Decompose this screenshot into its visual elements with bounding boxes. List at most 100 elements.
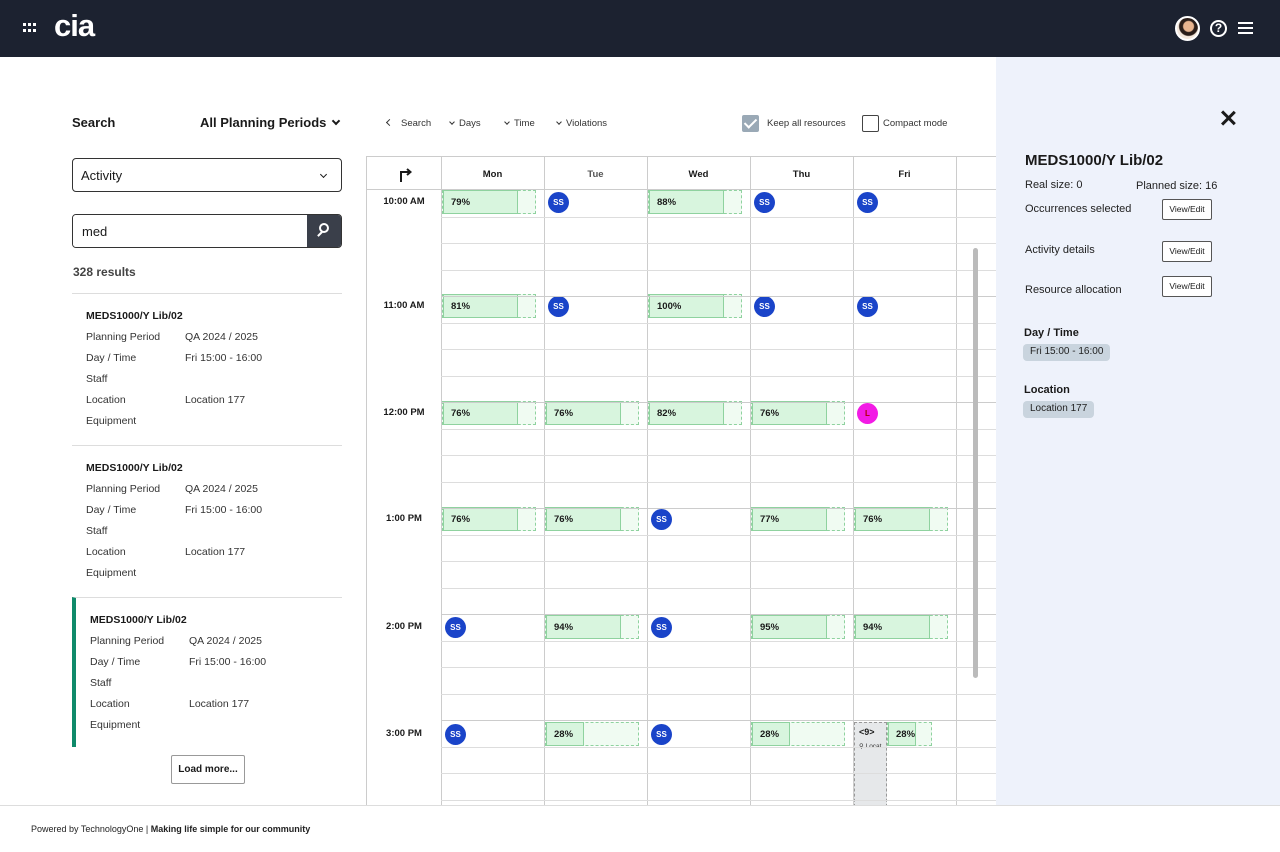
lecturer-badge[interactable]: L: [857, 403, 878, 424]
staff-badge[interactable]: SS: [548, 296, 569, 317]
occupancy-block[interactable]: 77%: [751, 507, 845, 531]
occupancy-block[interactable]: 94%: [854, 615, 948, 639]
grid-row-line: [441, 694, 996, 695]
load-more-button[interactable]: Load more...: [171, 755, 245, 784]
occupancy-block[interactable]: 28%: [887, 722, 932, 746]
occupancy-percent: 94%: [855, 615, 930, 639]
grid-row-line: [441, 747, 996, 748]
result-field-value: QA 2024 / 2025: [185, 483, 258, 495]
day-header[interactable]: Tue: [587, 169, 604, 180]
occupancy-percent: 76%: [546, 507, 621, 531]
occupancy-block[interactable]: 28%: [545, 722, 639, 746]
close-icon[interactable]: [1220, 110, 1236, 126]
avatar[interactable]: [1175, 16, 1200, 41]
activity-select[interactable]: Activity: [72, 158, 342, 192]
time-filter[interactable]: Time: [504, 118, 535, 129]
activity-details-view-edit-button[interactable]: View/Edit: [1162, 241, 1212, 262]
occupancy-block[interactable]: 76%: [545, 401, 639, 425]
footer-text: Powered by TechnologyOne | Making life s…: [31, 824, 310, 834]
grid-column-line: [544, 157, 545, 806]
search-button[interactable]: [307, 215, 341, 247]
logo[interactable]: cia: [54, 8, 95, 43]
result-card[interactable]: MEDS1000/Y Lib/02 Planning Period QA 2024 …: [72, 597, 342, 747]
result-field-label: Day / Time: [86, 352, 137, 364]
occupancy-percent: 95%: [752, 615, 827, 639]
resource-allocation-view-edit-button[interactable]: View/Edit: [1162, 276, 1212, 297]
occupancy-block[interactable]: 94%: [545, 615, 639, 639]
occupancy-block[interactable]: 76%: [751, 401, 845, 425]
occupancy-percent: 77%: [752, 507, 827, 531]
staff-badge[interactable]: SS: [857, 296, 878, 317]
turn-arrow-icon[interactable]: [398, 166, 412, 182]
grid-column-line: [956, 157, 957, 806]
occupancy-block[interactable]: 76%: [854, 507, 948, 531]
grid-row-line: [441, 429, 996, 430]
occupancy-block[interactable]: 95%: [751, 615, 845, 639]
staff-badge[interactable]: SS: [857, 192, 878, 213]
time-label: 1:00 PM: [386, 513, 422, 524]
location-pin-label: ⚲ Locat: [859, 742, 881, 750]
staff-badge[interactable]: SS: [548, 192, 569, 213]
result-card[interactable]: MEDS1000/Y Lib/02 Planning Period QA 2024 …: [72, 293, 342, 443]
staff-badge[interactable]: SS: [445, 617, 466, 638]
occupancy-block[interactable]: 81%: [442, 294, 536, 318]
occupancy-block[interactable]: 88%: [648, 190, 742, 214]
staff-badge[interactable]: SS: [651, 617, 672, 638]
occupancy-block[interactable]: 76%: [442, 401, 536, 425]
compact-mode-checkbox[interactable]: [862, 115, 879, 132]
planned-size: Planned size: 16: [1136, 180, 1218, 192]
app-launcher-icon[interactable]: [23, 23, 36, 33]
activity-select-value: Activity: [81, 168, 123, 183]
day-header[interactable]: Fri: [898, 169, 911, 180]
calendar-scrollbar[interactable]: [973, 248, 978, 678]
result-field-value: Location 177: [189, 698, 250, 710]
planning-period-select[interactable]: All Planning Periods: [200, 115, 341, 130]
time-filter-label: Time: [514, 118, 535, 129]
day-header[interactable]: Mon: [482, 169, 503, 180]
grid-row-line: [441, 402, 996, 403]
occupancy-percent: 28%: [546, 722, 584, 746]
result-field-value: Location 177: [185, 546, 246, 558]
violations-filter[interactable]: Violations: [556, 118, 607, 129]
result-field-label: Planning Period: [86, 331, 161, 343]
result-title: MEDS1000/Y Lib/02: [86, 462, 183, 474]
result-field-label: Planning Period: [86, 483, 161, 495]
occupancy-percent: 76%: [752, 401, 827, 425]
staff-badge[interactable]: SS: [754, 192, 775, 213]
grid-row-line: [441, 588, 996, 589]
search-input[interactable]: [73, 215, 309, 247]
occupancy-block[interactable]: 79%: [442, 190, 536, 214]
result-field-value: Location 177: [185, 394, 246, 406]
staff-badge[interactable]: SS: [445, 724, 466, 745]
grid-column-line: [853, 157, 854, 806]
day-time-chip: Fri 15:00 - 16:00: [1023, 344, 1111, 361]
grid-row-line: [441, 667, 996, 668]
grid-row-line: [441, 720, 996, 721]
occurrences-view-edit-button[interactable]: View/Edit: [1162, 199, 1212, 220]
search-back-button[interactable]: Search: [385, 118, 432, 129]
occupancy-block[interactable]: 76%: [442, 507, 536, 531]
staff-badge[interactable]: SS: [651, 724, 672, 745]
footer: Powered by TechnologyOne | Making life s…: [0, 805, 1280, 852]
occupancy-block[interactable]: 76%: [545, 507, 639, 531]
hamburger-menu-icon[interactable]: [1238, 22, 1253, 34]
keep-all-resources-checkbox[interactable]: [742, 115, 759, 132]
days-filter[interactable]: Days: [449, 118, 481, 129]
occupancy-block[interactable]: 100%: [648, 294, 742, 318]
staff-badge[interactable]: SS: [754, 296, 775, 317]
planning-period-label: All Planning Periods: [200, 115, 327, 130]
chevron-down-icon: [504, 119, 510, 125]
occupancy-percent: 94%: [546, 615, 621, 639]
occupancy-block[interactable]: 28%: [751, 722, 845, 746]
grid-row-line: [441, 217, 996, 218]
help-icon[interactable]: ?: [1210, 20, 1227, 37]
staff-badge[interactable]: SS: [651, 509, 672, 530]
grouped-occurrence-block[interactable]: <9> ⚲ Locat: [854, 722, 887, 806]
occupancy-block[interactable]: 82%: [648, 401, 742, 425]
day-header[interactable]: Thu: [792, 169, 811, 180]
day-header[interactable]: Wed: [688, 169, 709, 180]
result-card[interactable]: MEDS1000/Y Lib/02 Planning Period QA 2024 …: [72, 445, 342, 595]
tagline: Making life simple for our community: [150, 824, 311, 834]
toolbar-search-label: Search: [401, 118, 432, 129]
occupancy-percent: 76%: [855, 507, 930, 531]
